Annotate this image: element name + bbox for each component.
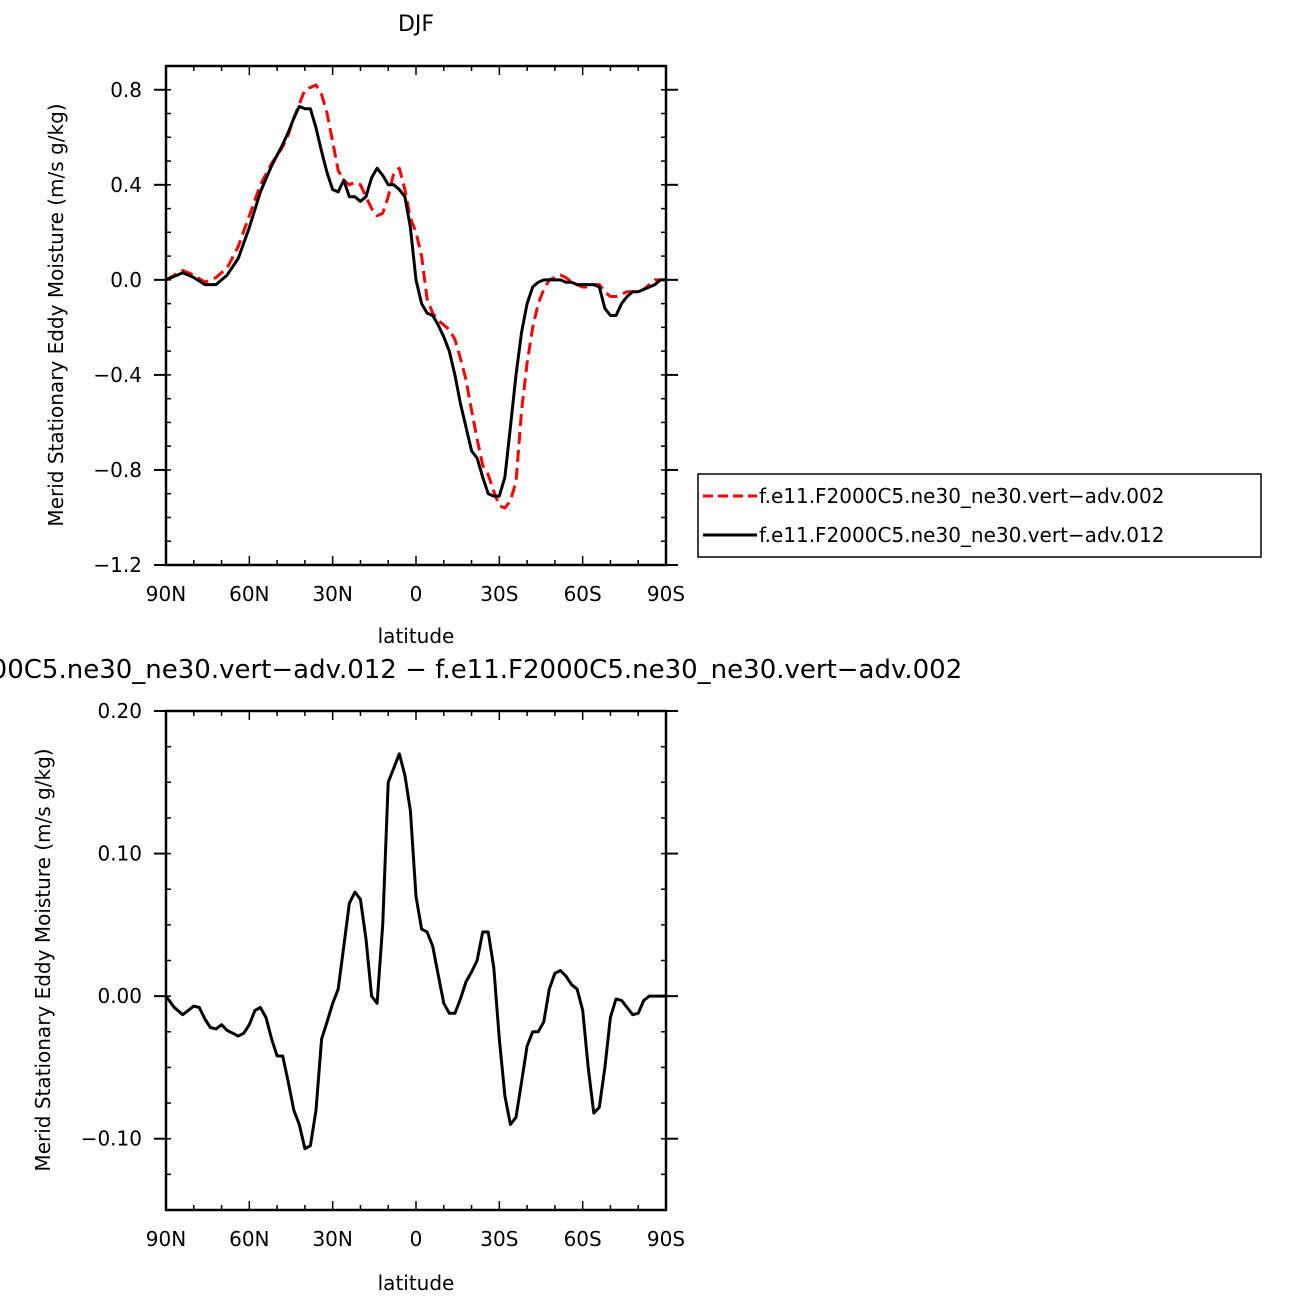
top-chart-lines (165, 83, 666, 510)
bottom-chart-title: f.e11.F2000C5.ne30_ne30.vert−adv.012 − f… (0, 655, 962, 685)
x-tick-label: 90N (146, 1227, 186, 1251)
y-tick-label: 0.10 (97, 842, 142, 866)
top-chart-legend: f.e11.F2000C5.ne30_ne30.vert−adv.002 f.e… (697, 473, 1262, 558)
top-chart-title: DJF (398, 12, 434, 37)
bottom-chart-ylabel: Merid Stationary Eddy Moisture (m/s g/kg… (31, 748, 55, 1171)
x-tick-label: 60S (564, 1227, 602, 1251)
legend-label-series-002: f.e11.F2000C5.ne30_ne30.vert−adv.002 (759, 484, 1164, 508)
x-tick-label: 30N (312, 1227, 352, 1251)
y-tick-label: 0.00 (97, 984, 142, 1008)
top-chart-panel: DJF 90N 60N 30N 0 30S 60S 90S 0.8 0.4 0.0 −0.4 −0.8… (44, 12, 685, 648)
series-line-0 (165, 83, 666, 510)
bottom-chart-frame (164, 709, 668, 1212)
y-tick-label: −0.4 (93, 363, 142, 387)
bottom-chart-panel: f.e11.F2000C5.ne30_ne30.vert−adv.012 − f… (0, 655, 962, 1295)
legend-label-series-012: f.e11.F2000C5.ne30_ne30.vert−adv.012 (759, 523, 1164, 547)
x-tick-label: 30S (480, 582, 518, 606)
x-tick-label: 60N (229, 1227, 269, 1251)
x-tick-label: 0 (410, 1227, 423, 1251)
x-tick-label: 30S (480, 1227, 518, 1251)
x-tick-label: 90N (146, 582, 186, 606)
x-tick-label: 90S (647, 1227, 685, 1251)
top-chart-xlabel: latitude (378, 624, 455, 648)
top-chart-ylabel: Merid Stationary Eddy Moisture (m/s g/kg… (44, 103, 68, 526)
bottom-chart-xlabel: latitude (378, 1271, 455, 1295)
y-tick-label: 0.20 (97, 699, 142, 723)
y-tick-label: 0.0 (110, 268, 142, 292)
series-line-1 (165, 104, 666, 498)
x-tick-label: 90S (647, 582, 685, 606)
series-line-0 (164, 752, 666, 1151)
bottom-chart-lines (164, 752, 666, 1151)
top-chart-frame (164, 64, 668, 567)
x-tick-label: 0 (410, 582, 423, 606)
top-chart-ticks: 90N 60N 30N 0 30S 60S 90S 0.8 0.4 0.0 −0.4 −0.8 −1.2 (93, 65, 685, 606)
x-tick-label: 60S (564, 582, 602, 606)
x-tick-label: 30N (312, 582, 352, 606)
y-tick-label: −1.2 (93, 553, 142, 577)
legend-box (697, 473, 1262, 558)
y-tick-label: −0.10 (81, 1127, 142, 1151)
y-tick-label: −0.8 (93, 458, 142, 482)
bottom-chart-ticks: 90N 60N 30N 0 30S 60S 90S 0.20 0.10 0.00 −0.10 (81, 699, 685, 1251)
y-tick-label: 0.4 (110, 173, 142, 197)
x-tick-label: 60N (229, 582, 269, 606)
y-tick-label: 0.8 (110, 78, 142, 102)
